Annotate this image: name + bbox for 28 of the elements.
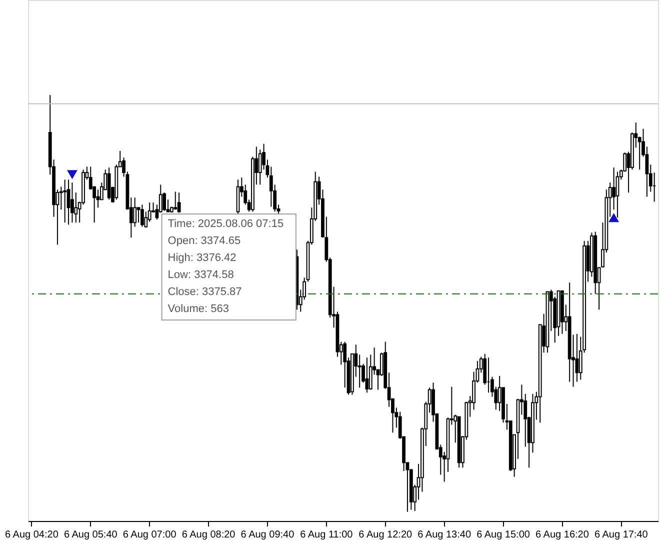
x-tick-label: 6 Aug 07:00 <box>122 530 177 540</box>
candlestick <box>174 191 178 210</box>
x-tick-label: 6 Aug 09:40 <box>240 530 295 540</box>
candlestick <box>365 357 369 394</box>
candlestick <box>177 192 181 214</box>
annotation: Low: 3374.58 <box>168 269 234 281</box>
candlestick <box>133 197 137 228</box>
annotation: Volume: 563 <box>168 303 229 315</box>
candlestick <box>107 167 111 200</box>
annotation: Time: 2025.08.06 07:15 <box>168 218 284 230</box>
candlestick <box>616 171 620 218</box>
x-tick-label: 6 Aug 08:20 <box>182 530 236 540</box>
annotation: High: 3376.42 <box>168 252 236 264</box>
annotation: Open: 3374.65 <box>168 235 241 247</box>
x-tick-label: 6 Aug 04:20 <box>4 530 59 540</box>
x-tick-label: 6 Aug 05:40 <box>64 530 118 540</box>
annotation: Close: 3375.87 <box>168 286 242 298</box>
candlestick <box>70 182 74 224</box>
x-tick-label: 6 Aug 16:20 <box>536 530 590 540</box>
x-tick-label: 6 Aug 11:00 <box>300 530 354 540</box>
x-tick-label: 6 Aug 13:40 <box>418 530 472 540</box>
x-tick-label: 6 Aug 15:00 <box>476 530 530 540</box>
candlestick <box>66 179 70 226</box>
candlestick <box>136 207 140 224</box>
x-tick-label: 6 Aug 17:40 <box>594 530 648 540</box>
candlestick <box>140 204 144 228</box>
candlestick <box>63 179 67 224</box>
x-tick-label: 6 Aug 12:20 <box>358 530 412 540</box>
